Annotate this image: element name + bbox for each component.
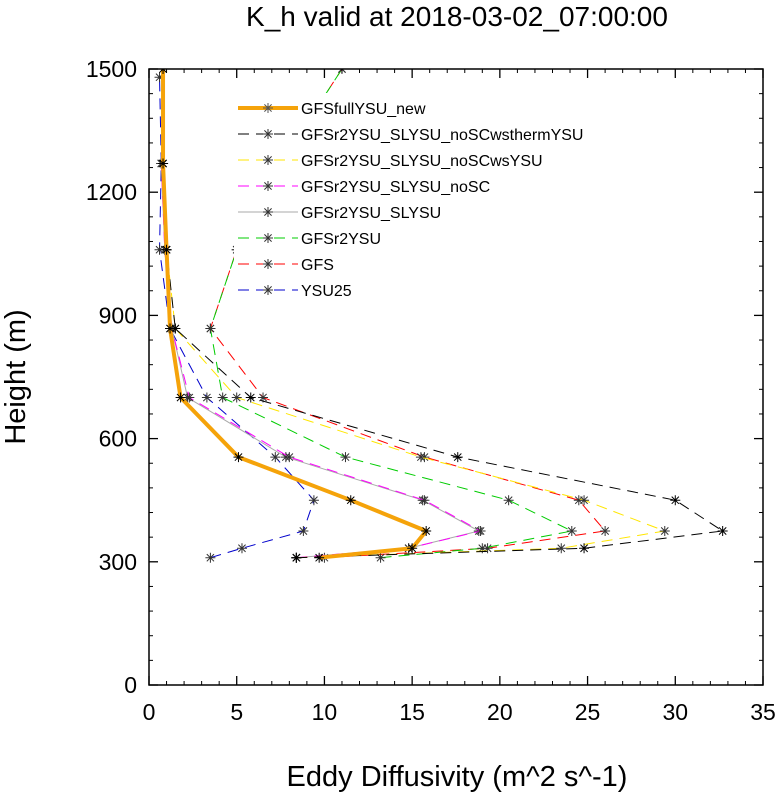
data-point-8-10 [154,72,165,83]
legend-marker [263,181,273,191]
legend-entry-4: GFSr2YSU_SLYSU_noSC [238,179,490,196]
chart-title: K_h valid at 2018-03-02_07:00:00 [246,1,668,32]
y-tick-label: 1500 [86,56,137,82]
y-axis-label: Height (m) [0,309,32,444]
y-tick-label: 1200 [86,179,137,205]
data-point-6-6 [217,392,228,403]
data-point-3-4 [579,495,590,506]
data-point-8-1 [205,552,216,563]
x-tick-label: 35 [750,699,776,725]
legend-entry-3: GFSr2YSU_SLYSU_noSCwsYSU [238,153,543,170]
legend-marker [263,155,273,165]
data-point-1-8 [161,244,172,255]
data-point-3-3 [659,526,670,536]
data-point-7-4 [573,495,584,506]
data-point-1-5 [233,452,244,463]
series-1 [158,69,432,563]
data-point-2-4 [670,495,681,506]
data-point-4-4 [419,495,430,506]
data-point-7-6 [258,392,269,403]
data-point-7-2 [482,543,493,554]
data-point-1-1 [314,552,325,563]
y-tick-label: 300 [99,549,137,575]
legend-label: GFSr2YSU_SLYSU_noSCwsthermYSU [301,127,583,144]
legend-label: YSU25 [301,283,352,300]
legend-entry-2: GFSr2YSU_SLYSU_noSCwsthermYSU [238,127,583,144]
data-point-6-1 [375,552,386,563]
legend-entry-1: GFSfullYSU_new [238,101,426,118]
data-point-3-6 [231,392,242,403]
legend: GFSfullYSU_new GFSr2YSU_SLYSU_noSCwstherm… [234,93,680,307]
legend-marker [263,285,273,295]
legend-label: GFS [301,257,334,274]
data-point-1-3 [421,526,432,536]
legend-marker [263,129,273,139]
data-point-4-5 [284,452,295,463]
legend-entry-5: GFSr2YSU_SLYSU [238,205,441,222]
data-point-2-3 [717,526,728,536]
plot-frame [148,68,764,686]
data-point-8-6 [201,392,212,403]
data-point-6-3 [566,526,577,536]
legend-label: GFSr2YSU [301,231,381,248]
legend-marker [263,207,273,217]
y-tick-label: 0 [124,672,137,698]
data-point-2-1 [291,552,302,563]
legend-entry-6: GFSr2YSU [238,231,381,248]
x-tick-label: 0 [143,699,156,725]
data-point-2-7 [170,323,181,334]
data-point-1-6 [175,392,186,403]
data-point-3-5 [415,452,426,463]
x-tick-label: 5 [230,699,243,725]
x-axis-label: Eddy Diffusivity (m^2 s^-1) [287,761,628,793]
series-line-8 [159,77,315,559]
legend-marker [263,103,273,113]
legend-label: GFSr2YSU_SLYSU [301,205,441,222]
legend-label: GFSr2YSU_SLYSU_noSCwsYSU [301,153,543,170]
data-point-6-5 [340,452,351,463]
data-point-1-9 [158,158,169,169]
data-point-6-4 [503,495,514,506]
y-tick-label: 900 [99,302,137,328]
series-layer [154,69,728,563]
data-point-4-6 [184,392,195,403]
x-tick-label: 20 [487,699,513,725]
data-point-8-8 [154,244,165,255]
data-point-1-2 [407,543,418,554]
data-point-3-2 [556,543,567,554]
data-point-8-2 [236,543,247,554]
data-point-7-3 [600,526,611,536]
data-point-4-3 [475,526,486,536]
x-tick-label: 30 [662,699,688,725]
x-tick-label: 10 [312,699,338,725]
data-point-6-7 [205,323,216,334]
data-point-2-2 [579,543,590,554]
y-tick-label: 600 [99,426,137,452]
data-point-2-6 [245,392,256,403]
data-point-8-4 [308,495,319,506]
legend-box [234,93,680,307]
series-line-6 [209,69,573,559]
legend-label: GFSfullYSU_new [301,101,426,118]
legend-marker [263,259,273,269]
data-point-8-3 [298,526,309,536]
series-line-1 [161,69,429,560]
axis-ticks: 0 5 10 15 20 25 30 35 0 300 600 900 1200 1500 [86,56,776,725]
data-point-1-7 [165,323,176,334]
x-tick-label: 25 [575,699,601,725]
legend-marker [263,233,273,243]
legend-label: GFSr2YSU_SLYSU_noSC [301,179,490,196]
legend-entry-8: YSU25 [238,283,352,300]
data-point-8-5 [270,452,281,463]
data-point-6-2 [477,543,488,554]
data-point-1-4 [345,495,356,506]
legend-entry-7: GFS [238,257,334,274]
x-tick-label: 15 [399,699,425,725]
data-point-2-5 [452,452,463,463]
